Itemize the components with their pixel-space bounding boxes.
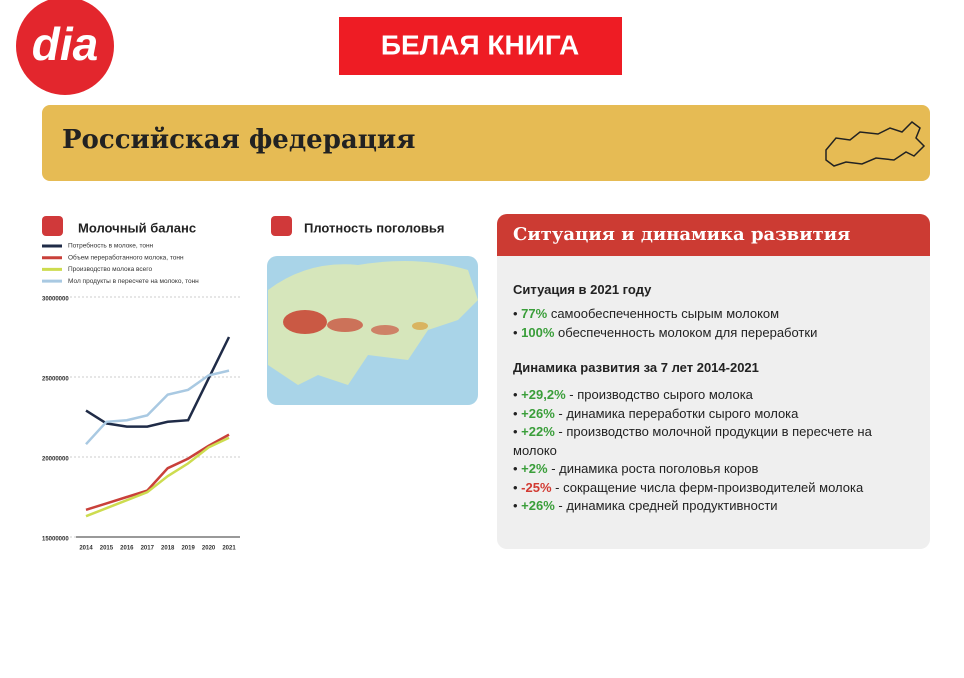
title-box [339,17,622,75]
item-text: - производство сырого молока [569,387,753,402]
list-item: • +2% - динамика роста поголовья коров [513,461,759,476]
section-icon [42,216,63,236]
x-tick-label: 2017 [141,546,155,552]
item-text: обеспеченность молоком для переработки [558,324,818,340]
y-tick-label: 20000000 [42,457,69,463]
item-text: - динамика роста поголовья коров [551,461,759,476]
item-text: самообеспеченность сырым молоком [550,306,780,321]
russia-icon [825,121,926,167]
item-text: - производство молочной продукции в пере… [513,424,872,458]
legend-label: Потребность в молоке, тонн [68,242,154,250]
title: БЕЛАЯ КНИГА [381,29,579,60]
y-tick-label: 30000000 [42,297,69,303]
item-text: - динамика переработки сырого молока [558,405,799,421]
list-item: • -25% - сокращение числа ферм-производи… [513,479,864,495]
heading: Ситуация в 2021 году [513,282,652,297]
item-value: +2% [521,461,548,476]
heading: Динамика развития за 7 лет 2014-2021 [513,360,759,375]
series-line [85,369,230,446]
chart-title: Молочный баланс [78,220,196,235]
x-tick-label: 2021 [222,546,236,552]
banner-title: Российская федерация [62,125,415,155]
x-tick-label: 2014 [79,546,93,552]
legend-label: Мол продукты в пересчете на молоко, тонн [68,278,199,285]
list-item: • +26% - динамика средней продуктивности [513,498,778,513]
list-item: • 100% обеспеченность молоком для перера… [513,324,818,340]
item-text: - сокращение числа ферм-производителей м… [555,479,864,495]
item-value: -25% [521,479,552,495]
series-line [85,433,230,511]
x-tick-label: 2016 [120,546,134,552]
logo-text: dia [32,18,98,70]
y-tick-label: 25000000 [42,377,69,383]
y-tick-label: 15000000 [42,537,69,543]
item-value: +26% [521,405,555,421]
series-line [85,436,230,518]
section-icon [271,216,292,236]
list-item: • 77% самообеспеченность сырым молоком [513,306,780,321]
item-text: - динамика средней продуктивности [558,498,778,513]
item-value: 77% [521,306,548,321]
item-value: 100% [521,324,555,340]
x-tick-label: 2018 [161,546,175,552]
map-title: Плотность поголовья [304,220,445,235]
x-tick-label: 2019 [181,546,195,552]
situation-panel: Ситуация и динамика развития Ситуация в … [497,214,930,549]
series-line [85,336,231,428]
item-value: +26% [521,498,555,513]
panel-title: Ситуация и динамика развития [497,214,930,256]
logo-circle [16,0,114,95]
legend-label: Производство молока всего [68,266,152,273]
item-value: +22% [521,424,555,439]
list: • +29,2% - производство сырого молока • +… [513,386,913,516]
legend-label: Объем переработанного молока, тонн [68,253,184,261]
density-map [267,256,478,405]
list: • 77% самообеспеченность сырым молоком • … [513,305,913,342]
banner [42,105,930,181]
x-tick-label: 2020 [202,546,216,552]
x-tick-label: 2015 [100,546,114,552]
item-value: +29,2% [521,387,566,402]
list-item: • +22% - производство молочной продукции… [513,424,872,458]
list-item: • +26% - динамика переработки сырого мол… [513,405,799,421]
list-item: • +29,2% - производство сырого молока [513,387,753,402]
